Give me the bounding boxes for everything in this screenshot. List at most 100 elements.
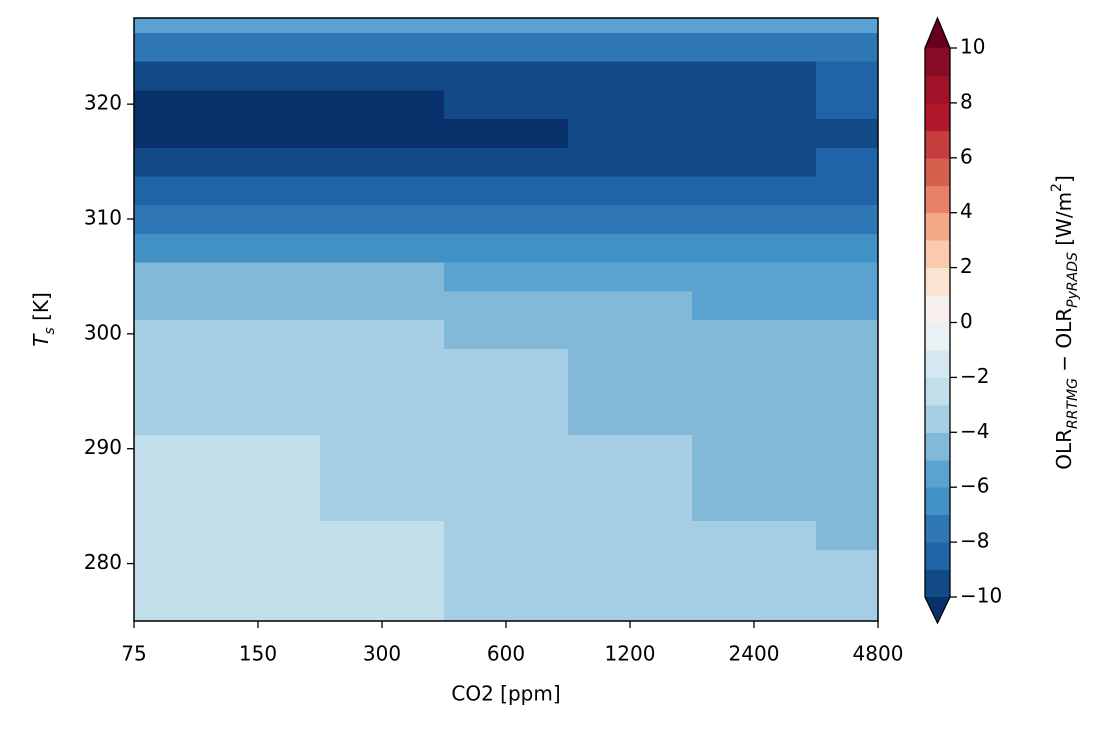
colorbar-segment: [925, 240, 950, 269]
contour-cell: [692, 147, 817, 177]
colorbar-tick-label: 6: [960, 144, 973, 168]
colorbar-segment: [925, 48, 950, 76]
contour-cell: [692, 89, 817, 120]
contour-cell: [196, 233, 321, 263]
contour-cell: [816, 376, 879, 407]
contour-cell: [196, 463, 321, 493]
contour-cell: [134, 118, 197, 148]
contour-cell: [196, 175, 321, 206]
colorbar-segment: [925, 542, 950, 571]
contour-cell: [444, 520, 569, 550]
contour-cell: [568, 204, 693, 234]
contour-cell: [320, 233, 445, 263]
contour-cell: [134, 89, 197, 120]
colorbar-label-part: PyRADS: [1065, 252, 1081, 308]
contour-cell: [320, 549, 445, 579]
contour-cell: [196, 549, 321, 579]
contour-cell: [444, 606, 569, 622]
contour-cell: [320, 491, 445, 522]
contour-cell: [196, 405, 321, 435]
contour-cell: [692, 233, 817, 263]
contour-cell: [568, 233, 693, 263]
x-tick-label: 2400: [729, 642, 780, 666]
contour-cell: [320, 118, 445, 148]
contour-cell: [134, 61, 197, 91]
contour-cell: [134, 606, 197, 622]
contour-cell: [816, 290, 879, 321]
contour-cell: [816, 348, 879, 378]
contour-cell: [320, 18, 445, 33]
contour-cell: [816, 520, 879, 550]
contour-cell: [816, 61, 879, 91]
colorbar-segment: [925, 459, 950, 488]
contour-cell: [816, 577, 879, 608]
colorbar-segment: [925, 377, 950, 406]
contour-cell: [196, 376, 321, 407]
contour-cell: [196, 491, 321, 522]
colorbar-tick-label: −2: [960, 364, 989, 388]
contour-cell: [444, 463, 569, 493]
colorbar-segment: [925, 487, 950, 516]
y-tick-label: 290: [84, 435, 122, 459]
contour-cell: [816, 175, 879, 206]
colorbar-tick-label: 8: [960, 89, 973, 113]
x-tick-label: 75: [121, 642, 146, 666]
contour-cell: [196, 147, 321, 177]
contour-cell: [568, 463, 693, 493]
contour-cell: [196, 290, 321, 321]
contour-cell: [568, 32, 693, 62]
contour-cell: [196, 434, 321, 464]
contour-cell: [320, 147, 445, 177]
contour-cell: [196, 606, 321, 622]
contour-cell: [692, 376, 817, 407]
contour-cell: [320, 463, 445, 493]
colorbar-segment: [925, 157, 950, 186]
colorbar-label-part: − OLR: [1052, 308, 1076, 378]
y-tick-label: 300: [84, 320, 122, 344]
colorbar-label-part: OLR: [1052, 429, 1076, 470]
contour-cell: [568, 89, 693, 120]
contour-cell: [444, 175, 569, 206]
contour-cell: [444, 290, 569, 321]
contour-cell: [320, 434, 445, 464]
contour-cell: [320, 262, 445, 292]
contour-cell: [134, 577, 197, 608]
y-axis-label-part: s: [42, 327, 58, 334]
contour-cell: [816, 32, 879, 62]
colorbar-segment: [925, 130, 950, 159]
y-axis-label-part: T: [29, 333, 53, 347]
contour-cell: [692, 290, 817, 321]
colorbar-segment: [925, 267, 950, 296]
contour-cell: [444, 376, 569, 407]
contour-cell: [692, 32, 817, 62]
contour-cell: [134, 32, 197, 62]
colorbar-segment: [925, 514, 950, 543]
contour-cell: [816, 405, 879, 435]
contour-cell: [444, 405, 569, 435]
contour-cell: [568, 118, 693, 148]
colorbar-label-part: 2: [1049, 183, 1065, 192]
contour-cell: [134, 233, 197, 263]
contour-cell: [816, 262, 879, 292]
contour-cell: [816, 233, 879, 263]
contour-cell: [196, 61, 321, 91]
contour-cell: [134, 549, 197, 579]
contour-cell: [196, 577, 321, 608]
contour-cell: [568, 348, 693, 378]
contour-cell: [692, 520, 817, 550]
contour-cell: [692, 262, 817, 292]
contour-cell: [816, 147, 879, 177]
contour-cell: [134, 147, 197, 177]
contour-cell: [134, 348, 197, 378]
y-axis-label-part: [K]: [29, 292, 53, 327]
contour-cell: [568, 520, 693, 550]
contour-cell: [568, 491, 693, 522]
contour-cell: [444, 147, 569, 177]
colorbar-segment: [925, 404, 950, 433]
contour-cell: [816, 463, 879, 493]
colorbar-segment: [925, 569, 950, 598]
contour-cell: [816, 118, 879, 148]
contour-cell: [692, 18, 817, 33]
contour-cell: [134, 319, 197, 349]
